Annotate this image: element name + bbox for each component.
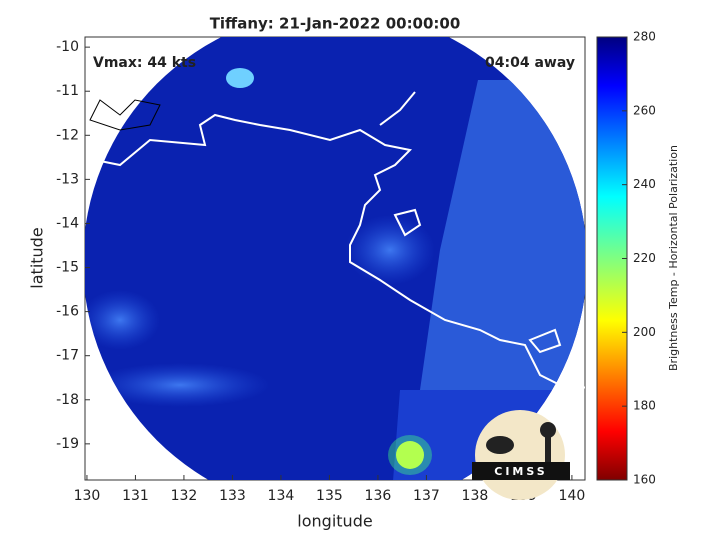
x-tick-label: 131	[122, 488, 149, 504]
x-tick-label: 133	[219, 488, 246, 504]
annotation: 04:04 away	[485, 55, 575, 71]
y-axis-label: latitude	[28, 227, 47, 288]
annotation: Vmax: 44 kts	[93, 55, 196, 71]
x-tick-label: 138	[462, 488, 489, 504]
y-tick-label: -10	[56, 39, 79, 55]
y-tick-label: -15	[56, 260, 79, 276]
y-tick-label: -19	[56, 436, 79, 452]
x-tick-label: 134	[268, 488, 295, 504]
logo-text: CIMSS	[494, 465, 547, 478]
colorbar-tick-label: 260	[633, 103, 656, 117]
colorbar-tick-label: 280	[633, 30, 656, 44]
colorbar-label: Brightness Temp - Horizontal Polarizatio…	[667, 145, 680, 371]
y-tick-label: -18	[56, 392, 79, 408]
y-tick-label: -13	[56, 171, 79, 187]
y-tick-label: -14	[56, 215, 79, 231]
title: Tiffany: 21-Jan-2022 00:00:00	[210, 15, 461, 33]
x-tick-label: 137	[413, 488, 440, 504]
x-tick-label: 132	[171, 488, 198, 504]
colorbar-tick-label: 220	[633, 251, 656, 265]
colorbar-tick-label: 160	[633, 473, 656, 487]
x-tick-label: 135	[316, 488, 343, 504]
x-axis-label: longitude	[297, 512, 372, 531]
y-tick-label: -16	[56, 304, 79, 320]
x-tick-label: 130	[74, 488, 101, 504]
colorbar-tick-label: 200	[633, 325, 656, 339]
y-tick-label: -12	[56, 127, 79, 143]
y-tick-label: -17	[56, 348, 79, 364]
y-tick-label: -11	[56, 83, 79, 99]
x-tick-label: 140	[559, 488, 586, 504]
logo: CIMSS	[472, 410, 570, 500]
x-tick-label: 136	[365, 488, 392, 504]
colorbar-tick-label: 180	[633, 399, 656, 413]
colorbar-tick-label: 240	[633, 177, 656, 191]
